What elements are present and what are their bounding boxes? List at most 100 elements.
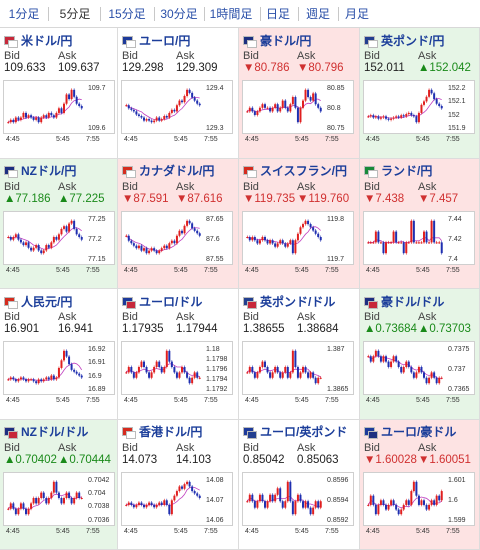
bid-value: 1.38655	[243, 323, 285, 335]
x-tick-label: 4:45	[6, 266, 20, 274]
candle	[425, 504, 428, 510]
tab-3[interactable]: 15分足	[108, 7, 146, 21]
pair-name-link[interactable]: NZドル/円	[21, 164, 77, 178]
moving-average-line	[247, 225, 321, 245]
candle	[25, 112, 27, 118]
mini-chart[interactable]: 14.08 14.07 14.06	[121, 471, 233, 526]
mini-chart[interactable]: 119.8 119.7	[242, 210, 354, 265]
tab-8[interactable]: 月足	[344, 7, 369, 21]
candle	[165, 350, 168, 367]
candle	[271, 239, 274, 243]
candle	[374, 231, 377, 242]
mini-chart[interactable]: 0.7375 0.737 0.7365	[363, 341, 475, 395]
mini-chart[interactable]: 0.8596 0.8594 0.8592	[242, 471, 354, 526]
candle	[178, 485, 181, 491]
tab-2[interactable]: 5分足	[59, 7, 91, 21]
candle	[264, 361, 266, 367]
candle	[30, 247, 33, 250]
candle	[289, 481, 292, 501]
candle	[379, 356, 382, 362]
candle	[196, 492, 199, 496]
candlestick-svg	[125, 88, 201, 124]
candle	[392, 356, 395, 362]
mini-chart[interactable]: 7.44 7.42 7.4	[363, 210, 475, 265]
mini-chart[interactable]: 109.7 109.6	[3, 80, 115, 134]
pair-name-link[interactable]: スイスフラン/円	[260, 164, 347, 178]
mini-chart[interactable]: 152.2 152.1 152 151.9	[363, 80, 475, 134]
candle	[7, 236, 10, 238]
candle	[261, 104, 264, 108]
candle	[271, 107, 274, 112]
flag-us-jp-icon	[4, 35, 18, 48]
candle	[276, 104, 279, 112]
mini-chart[interactable]: 1.387 1.3865	[242, 341, 354, 395]
ask-value: ▲0.70444	[58, 453, 111, 466]
candle	[125, 372, 128, 374]
moving-average-line	[247, 98, 321, 112]
tab-4[interactable]: 30分足	[160, 7, 198, 21]
candle	[438, 495, 441, 500]
ask-label: Ask	[176, 180, 195, 193]
tab-7[interactable]: 週足	[305, 7, 330, 21]
candle	[158, 117, 161, 121]
candle	[377, 231, 380, 242]
pair-name-link[interactable]: 人民元/円	[21, 294, 73, 309]
pair-name-link[interactable]: ユーロ/豪ドル	[381, 425, 457, 439]
currency-tile: ユーロ/ドル Bid Ask 1.17935 1.17944 1.18 1.1798 1.17…	[118, 289, 239, 420]
pair-name-link[interactable]: NZドル/ドル	[21, 425, 89, 439]
pair-name-link[interactable]: 豪ドル/ドル	[381, 294, 445, 309]
candle	[168, 350, 171, 362]
candle	[7, 122, 10, 124]
pair-name-link[interactable]: ユーロ/英ポンド	[260, 425, 348, 439]
candle	[168, 242, 171, 248]
tab-5[interactable]: 1時間足	[209, 7, 253, 21]
pair-name-link[interactable]: 米ドル/円	[21, 33, 73, 48]
candle	[170, 240, 173, 243]
bid-value: ▼87.591	[122, 192, 169, 205]
tab-6[interactable]: 日足	[265, 7, 290, 21]
candle	[289, 372, 292, 378]
x-tick-label: 4:45	[245, 397, 259, 404]
mini-chart[interactable]: 77.25 77.2 77.15	[3, 210, 115, 265]
pair-name-link[interactable]: ランド/円	[381, 164, 433, 178]
candle	[296, 494, 299, 501]
pair-name-link[interactable]: ユーロ/円	[139, 33, 191, 48]
pair-name-link[interactable]: 英ポンド/円	[381, 33, 445, 48]
pair-name-link[interactable]: カナダドル/円	[139, 164, 215, 178]
mini-chart[interactable]: 80.85 80.8 80.75	[242, 80, 354, 134]
candle	[397, 116, 400, 118]
candle	[304, 500, 307, 508]
candle	[390, 361, 393, 367]
candle	[137, 114, 140, 116]
candle	[294, 500, 297, 514]
candle	[299, 372, 302, 378]
mini-chart[interactable]: 16.92 16.91 16.9 16.89	[3, 341, 115, 395]
mini-chart[interactable]: 1.18 1.1798 1.1796 1.1794 1.1792	[121, 341, 233, 395]
candle	[251, 107, 254, 112]
candle	[40, 492, 43, 498]
candle	[307, 89, 310, 98]
pair-name-link[interactable]: 豪ドル/円	[260, 33, 312, 48]
mini-chart[interactable]: 129.4 129.3	[121, 80, 233, 134]
pair-name-link[interactable]: 英ポンド/ドル	[260, 294, 336, 309]
candle	[304, 367, 307, 373]
candle	[148, 372, 151, 378]
candlestick-svg	[246, 88, 322, 124]
mini-chart[interactable]: 1.601 1.6 1.599	[363, 471, 475, 526]
ask-label: Ask	[297, 441, 316, 454]
pair-name-link[interactable]: ユーロ/ドル	[139, 294, 203, 309]
mini-chart[interactable]: 87.65 87.6 87.55	[121, 210, 233, 265]
candle	[440, 377, 443, 379]
mini-chart[interactable]: 0.7042 0.704 0.7038 0.7036	[3, 471, 115, 526]
candle	[37, 244, 40, 250]
candle	[286, 107, 289, 112]
candle	[17, 233, 20, 240]
candle	[127, 235, 130, 241]
candle	[132, 504, 135, 507]
candle	[52, 236, 55, 242]
candle	[251, 236, 254, 240]
tab-1[interactable]: 1分足	[8, 7, 40, 21]
candle	[374, 350, 377, 357]
x-tick-label: 4:45	[124, 527, 138, 535]
pair-name-link[interactable]: 香港ドル/円	[139, 425, 203, 439]
